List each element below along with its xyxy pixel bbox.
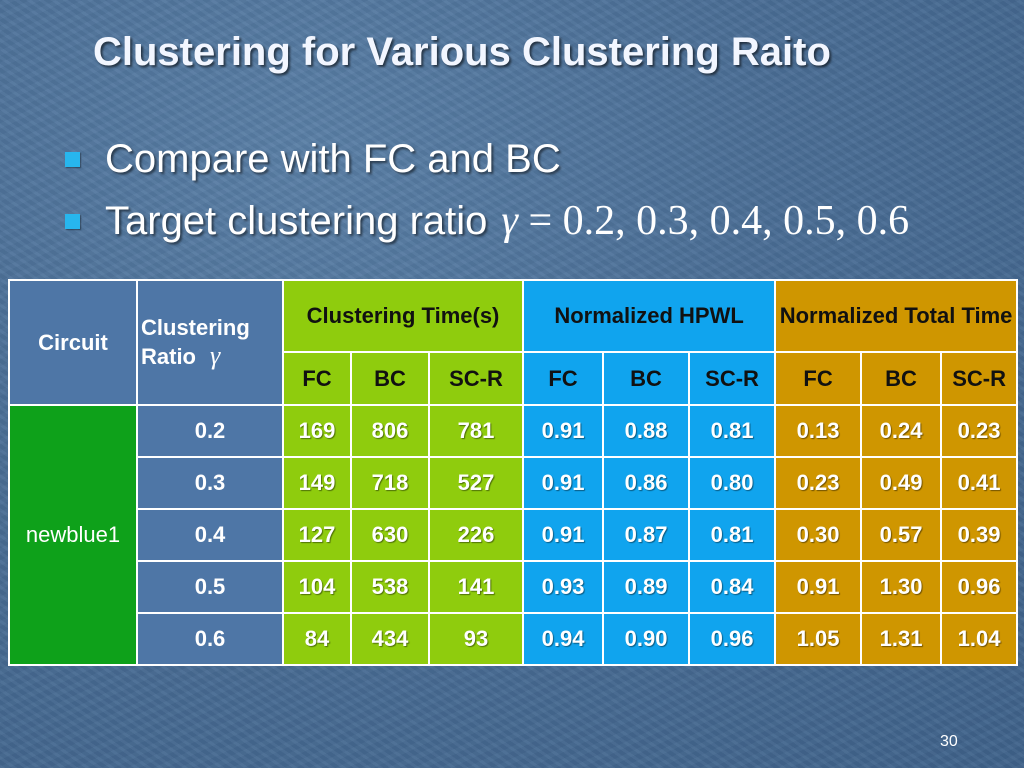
group-header-clustering-time: Clustering Time(s): [281, 279, 525, 353]
value-cell: 1.31: [860, 612, 943, 666]
value-cell: 0.81: [688, 404, 777, 458]
value-cell: 84: [282, 612, 352, 666]
value-cell: 0.89: [602, 560, 691, 614]
ratio-cell: 0.2: [136, 404, 284, 458]
ratio-cell: 0.5: [136, 560, 284, 614]
table-row: 0.4 127 630 226 0.91 0.87 0.81 0.30 0.57 0.39: [9, 508, 1019, 562]
subheader-row: FC BC SC-R FC BC SC-R FC BC SC-R: [9, 351, 1019, 406]
value-cell: 0.57: [860, 508, 943, 562]
value-cell: 0.80: [688, 456, 777, 510]
bullet-list: Compare with FC and BC Target clustering…: [60, 128, 909, 252]
subheader-cell: FC: [522, 351, 605, 406]
value-cell: 527: [427, 456, 525, 510]
subheader-cell: BC: [350, 351, 430, 406]
bullet-item: Target clustering ratio γ = 0.2, 0.3, 0.…: [60, 190, 909, 252]
value-cell: 0.90: [602, 612, 691, 666]
value-cell: 0.91: [522, 508, 605, 562]
square-bullet-icon: [65, 151, 80, 167]
value-cell: 718: [350, 456, 430, 510]
value-cell: 169: [282, 404, 352, 458]
table-body: newblue1 0.2 169 806 781 0.91 0.88 0.81 0.13 0.24…: [8, 404, 1019, 666]
value-cell: 538: [350, 560, 430, 614]
ratio-header: Clustering Ratio γ: [136, 279, 284, 406]
ratio-cell: 0.3: [136, 456, 284, 510]
value-cell: 1.30: [860, 560, 943, 614]
value-cell: 0.91: [774, 560, 863, 614]
value-cell: 0.23: [774, 456, 863, 510]
gamma-symbol: γ: [501, 198, 518, 244]
value-cell: 149: [282, 456, 352, 510]
table-row: 0.3 149 718 527 0.91 0.86 0.80 0.23 0.49 0.41: [9, 456, 1019, 510]
value-cell: 1.04: [940, 612, 1019, 666]
value-cell: 127: [282, 508, 352, 562]
subheader-cell: BC: [602, 351, 691, 406]
value-cell: 0.94: [522, 612, 605, 666]
value-cell: 0.39: [940, 508, 1019, 562]
slide-title: Clustering for Various Clustering Raito: [93, 30, 831, 74]
value-cell: 141: [427, 560, 525, 614]
value-cell: 0.96: [688, 612, 777, 666]
value-cell: 0.88: [602, 404, 691, 458]
subheader-cell: SC-R: [688, 351, 777, 406]
results-table: Circuit Clustering Ratio γ Clustering Tim…: [8, 279, 1019, 666]
circuit-name-cell: newblue1: [8, 404, 138, 666]
ratio-header-label: Clustering Ratio: [141, 314, 250, 369]
bullet-item: Compare with FC and BC: [60, 128, 909, 190]
value-cell: 0.30: [774, 508, 863, 562]
value-cell: 434: [350, 612, 430, 666]
table-row: 0.6 84 434 93 0.94 0.90 0.96 1.05 1.31 1.04: [9, 612, 1019, 666]
value-cell: 0.49: [860, 456, 943, 510]
table-row: newblue1 0.2 169 806 781 0.91 0.88 0.81 0.13 0.24…: [8, 404, 1019, 666]
value-cell: 0.41: [940, 456, 1019, 510]
value-cell: 0.13: [774, 404, 863, 458]
ratio-values: = 0.2, 0.3, 0.4, 0.5, 0.6: [528, 198, 910, 244]
ratio-cell: 0.6: [136, 612, 284, 666]
ratio-cell: 0.4: [136, 508, 284, 562]
group-header-normalized-total-time: Normalized Total Time: [774, 279, 1019, 353]
value-cell: 226: [427, 508, 525, 562]
math-expression: γ = 0.2, 0.3, 0.4, 0.5, 0.6: [501, 197, 909, 245]
value-cell: 0.24: [860, 404, 943, 458]
subheader-cell: SC-R: [427, 351, 525, 406]
value-cell: 0.93: [522, 560, 605, 614]
value-cell: 0.91: [522, 404, 605, 458]
value-cell: 0.96: [940, 560, 1019, 614]
value-cell: 781: [427, 404, 525, 458]
value-cell: 0.86: [602, 456, 691, 510]
bullet-text: Target clustering ratio: [105, 198, 488, 243]
bullet-text: Compare with FC and BC: [105, 136, 561, 181]
value-cell: 0.81: [688, 508, 777, 562]
gamma-symbol: γ: [210, 340, 221, 370]
value-cell: 806: [350, 404, 430, 458]
subheader-cell: SC-R: [940, 351, 1019, 406]
value-cell: 0.87: [602, 508, 691, 562]
value-cell: 0.23: [940, 404, 1019, 458]
table-row: 0.5 104 538 141 0.93 0.89 0.84 0.91 1.30 0.96: [9, 560, 1019, 614]
subheader-cell: FC: [774, 351, 863, 406]
square-bullet-icon: [65, 213, 80, 229]
group-header-normalized-hpwl: Normalized HPWL: [522, 279, 777, 353]
value-cell: 0.84: [688, 560, 777, 614]
value-cell: 0.91: [522, 456, 605, 510]
page-number: 30: [940, 733, 958, 750]
circuit-header: Circuit: [8, 279, 138, 406]
value-cell: 1.05: [774, 612, 863, 666]
value-cell: 104: [282, 560, 352, 614]
subheader-cell: BC: [860, 351, 943, 406]
value-cell: 630: [350, 508, 430, 562]
subheader-cell: FC: [282, 351, 352, 406]
value-cell: 93: [427, 612, 525, 666]
